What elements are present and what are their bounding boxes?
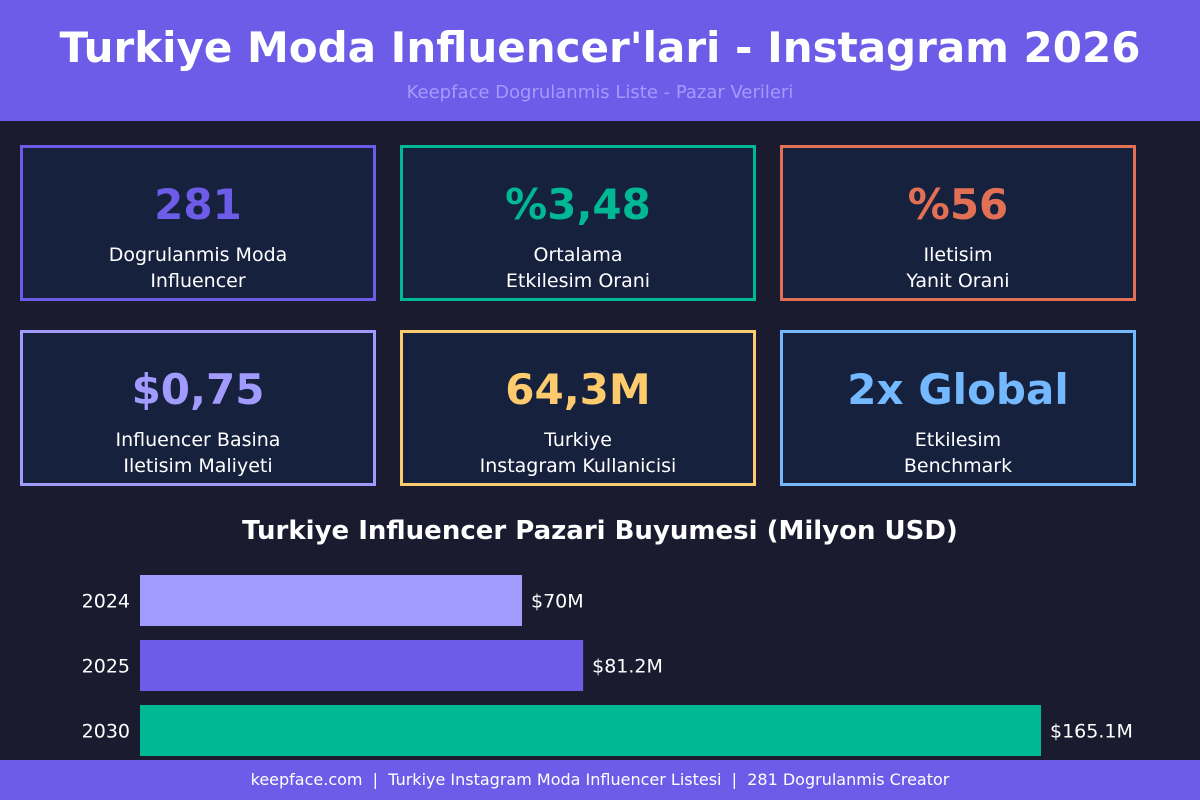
stat-label-line-1: Iletisim	[923, 244, 993, 266]
stat-label-line-2: Influencer	[150, 270, 246, 292]
bar-2030	[140, 705, 1041, 756]
stat-value: 281	[154, 180, 242, 229]
stat-label: Etkilesim Benchmark	[783, 427, 1133, 479]
stat-card-engagement-rate: %3,48 Ortalama Etkilesim Orani	[400, 145, 756, 301]
bar-2024	[140, 575, 523, 626]
stat-value: $0,75	[131, 365, 265, 414]
stat-label-line-1: Dogrulanmis Moda	[108, 244, 288, 266]
page-title: Turkiye Moda Influencer'lari - Instagram…	[59, 23, 1141, 72]
stat-label: Influencer Basina Iletisim Maliyeti	[23, 427, 373, 479]
stat-label-line-1: Turkiye	[544, 429, 612, 451]
stat-value: %3,48	[505, 180, 651, 229]
stat-value: 2x Global	[847, 365, 1069, 414]
stat-label-line-1: Etkilesim	[914, 429, 1002, 451]
bar-value-label: $81.2M	[592, 656, 663, 678]
stat-label: Turkiye Instagram Kullanicisi	[403, 427, 753, 479]
stat-label-line-2: Yanit Orani	[906, 270, 1010, 292]
stat-label: Dogrulanmis Moda Influencer	[23, 242, 373, 294]
stat-card-engagement-benchmark: 2x Global Etkilesim Benchmark	[780, 330, 1136, 486]
stat-label-line-2: Etkilesim Orani	[505, 270, 651, 292]
stat-label: Iletisim Yanit Orani	[783, 242, 1133, 294]
chart-title: Turkiye Influencer Pazari Buyumesi (Mily…	[242, 516, 958, 546]
stat-label-line-1: Ortalama	[533, 244, 623, 266]
bar-category-label: 2025	[82, 656, 130, 678]
stat-value: 64,3M	[505, 365, 651, 414]
stat-label-line-1: Influencer Basina	[115, 429, 281, 451]
stat-label-line-2: Benchmark	[903, 455, 1013, 477]
stat-label: Ortalama Etkilesim Orani	[403, 242, 753, 294]
stat-card-response-rate: %56 Iletisim Yanit Orani	[780, 145, 1136, 301]
bar-value-label: $70M	[531, 591, 584, 613]
stat-label-line-2: Iletisim Maliyeti	[123, 455, 273, 477]
bar-category-label: 2030	[82, 721, 130, 743]
bar-value-label: $165.1M	[1050, 721, 1133, 743]
header-banner: Turkiye Moda Influencer'lari - Instagram…	[0, 0, 1200, 121]
stat-label-line-2: Instagram Kullanicisi	[479, 455, 677, 477]
bar-category-label: 2024	[82, 591, 130, 613]
market-growth-bar-chart: 2024 $70M 2025 $81.2M 2030 $165.1M	[82, 575, 1133, 756]
stat-card-verified-influencers: 281 Dogrulanmis Moda Influencer	[20, 145, 376, 301]
stat-card-instagram-users: 64,3M Turkiye Instagram Kullanicisi	[400, 330, 756, 486]
footer-banner: keepface.com | Turkiye Instagram Moda In…	[0, 760, 1200, 800]
stat-value: %56	[907, 180, 1009, 229]
stat-card-contact-cost: $0,75 Influencer Basina Iletisim Maliyet…	[20, 330, 376, 486]
bar-2025	[140, 640, 584, 691]
page-subtitle: Keepface Dogrulanmis Liste - Pazar Veril…	[406, 82, 794, 103]
